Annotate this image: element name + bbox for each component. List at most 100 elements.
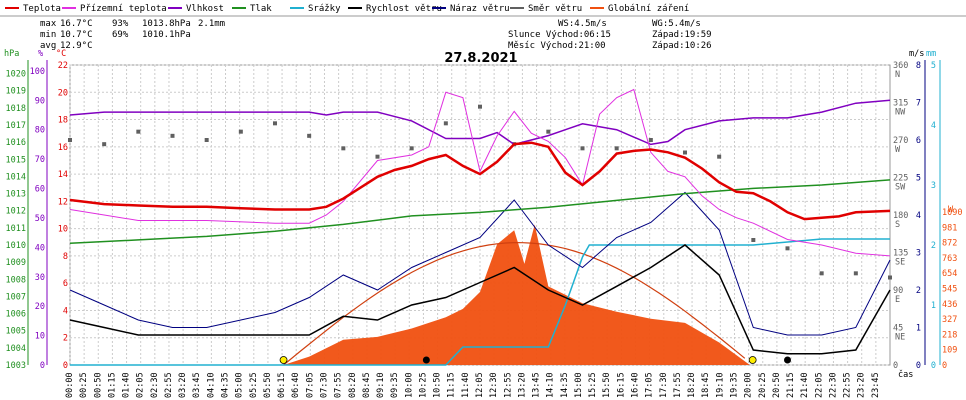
degc-tick: 22: [58, 61, 68, 71]
x-tick: 03:20: [178, 372, 188, 398]
x-tick: 05:00: [235, 372, 245, 398]
hpa-tick: 1008: [6, 275, 26, 285]
pct-tick: 10: [35, 332, 45, 342]
hpa-tick: 1010: [6, 241, 26, 251]
hpa-unit: hPa: [4, 49, 19, 59]
x-tick: 21:40: [800, 372, 810, 398]
sunrise-marker: [279, 356, 288, 364]
wind-dir-point: [888, 275, 892, 280]
temperature-line: [69, 141, 891, 221]
x-tick: 17:05: [645, 372, 655, 398]
wind-dir-point: [102, 142, 107, 147]
hpa-tick: 1020: [6, 70, 26, 80]
wm2-tick: 763: [942, 254, 957, 264]
stats-temp: 16.7°C: [60, 19, 93, 29]
ms-tick: 0: [916, 361, 921, 371]
degc-tick: 6: [63, 279, 68, 289]
wind-dir-point: [136, 129, 141, 134]
x-tick: 06:15: [277, 372, 287, 398]
legend-label: Náraz větru: [450, 4, 510, 14]
mm-tick: 5: [931, 61, 936, 71]
legend-label: Rychlost větru: [366, 4, 442, 14]
x-tick: 04:10: [206, 372, 216, 398]
dir-label: N: [895, 70, 900, 80]
wind-dir-point: [443, 121, 448, 126]
stats-pressure: 1010.1hPa: [142, 30, 191, 40]
x-tick: 21:15: [786, 372, 796, 398]
mm-tick: 3: [931, 181, 936, 191]
legend-label: Přízemní teplota: [80, 4, 167, 14]
x-tick: 11:40: [461, 372, 471, 398]
ms-unit: m/s: [909, 49, 924, 59]
wm2-tick: 872: [942, 239, 957, 249]
x-tick: 06:40: [291, 372, 301, 398]
stats-label: max: [40, 19, 57, 29]
radiation-area: [70, 224, 890, 365]
x-tick: 10:50: [433, 372, 443, 398]
x-tick: 12:55: [503, 372, 513, 398]
info-sunset: Západ:19:59: [652, 30, 712, 40]
x-tick: 23:45: [871, 372, 881, 398]
x-tick: 22:05: [814, 372, 824, 398]
pct-tick: 80: [35, 126, 45, 136]
degc-tick: 16: [58, 143, 68, 153]
degc-unit: °C: [56, 49, 66, 59]
x-tick: 00:25: [79, 372, 89, 398]
hpa-tick: 1019: [6, 87, 26, 97]
dir-tick: 360: [893, 61, 908, 71]
legend-label: Teplota: [23, 4, 61, 14]
wind-speed-line: [69, 244, 891, 355]
pct-tick: 0: [40, 361, 45, 371]
pct-tick: 40: [35, 243, 45, 253]
moonrise-marker: [784, 356, 791, 364]
wind-dir-point: [375, 154, 380, 159]
wm2-tick: 218: [942, 330, 957, 340]
x-tick: 02:30: [150, 372, 160, 398]
pct-tick: 30: [35, 273, 45, 283]
humidity-line: [69, 99, 891, 146]
wind-gust-line: [69, 191, 891, 336]
ms-tick: 4: [916, 211, 921, 221]
hpa-tick: 1007: [6, 292, 26, 302]
hpa-tick: 1009: [6, 258, 26, 268]
stats-temp: 10.7°C: [60, 30, 93, 40]
legend-label: Srážky: [308, 4, 341, 14]
wm2-tick: 0: [942, 361, 947, 371]
mm-unit: mm: [926, 49, 936, 59]
wind-dir-point: [409, 146, 414, 151]
x-tick: 13:45: [532, 372, 542, 398]
legend-label: Tlak: [250, 4, 272, 14]
ms-tick: 2: [916, 286, 921, 296]
mm-tick: 2: [931, 241, 936, 251]
wm2-tick: 436: [942, 300, 957, 310]
hpa-tick: 1014: [6, 172, 26, 182]
hpa-tick: 1006: [6, 310, 26, 320]
wind-dir-point: [717, 154, 722, 159]
stats-humidity: 69%: [112, 30, 129, 40]
hpa-tick: 1015: [6, 155, 26, 165]
dir-label: NE: [895, 333, 905, 343]
dir-label: E: [895, 295, 900, 305]
x-tick: 19:35: [729, 372, 739, 398]
x-tick: 00:50: [93, 372, 103, 398]
moonset-marker: [422, 356, 430, 364]
x-tick: 10:25: [418, 372, 428, 398]
pct-tick: 90: [35, 96, 45, 106]
x-tick: 04:35: [221, 372, 231, 398]
x-tick: 01:40: [122, 372, 132, 398]
dir-label: S: [895, 220, 900, 230]
dir-label: W: [895, 145, 901, 155]
mm-tick: 4: [931, 121, 936, 131]
wind-dir-point: [68, 138, 72, 142]
x-tick: 08:45: [362, 372, 372, 398]
dir-label: SW: [895, 183, 906, 193]
info-moonset: Západ:10:26: [652, 41, 712, 51]
stats-label: min: [40, 30, 56, 40]
stats-humidity: 93%: [112, 19, 129, 29]
hpa-tick: 1018: [6, 104, 26, 114]
wm2-unit: W: [948, 205, 954, 215]
pct-tick: 70: [35, 155, 45, 165]
x-tick: 07:05: [305, 372, 315, 398]
hpa-tick: 1004: [6, 344, 26, 354]
